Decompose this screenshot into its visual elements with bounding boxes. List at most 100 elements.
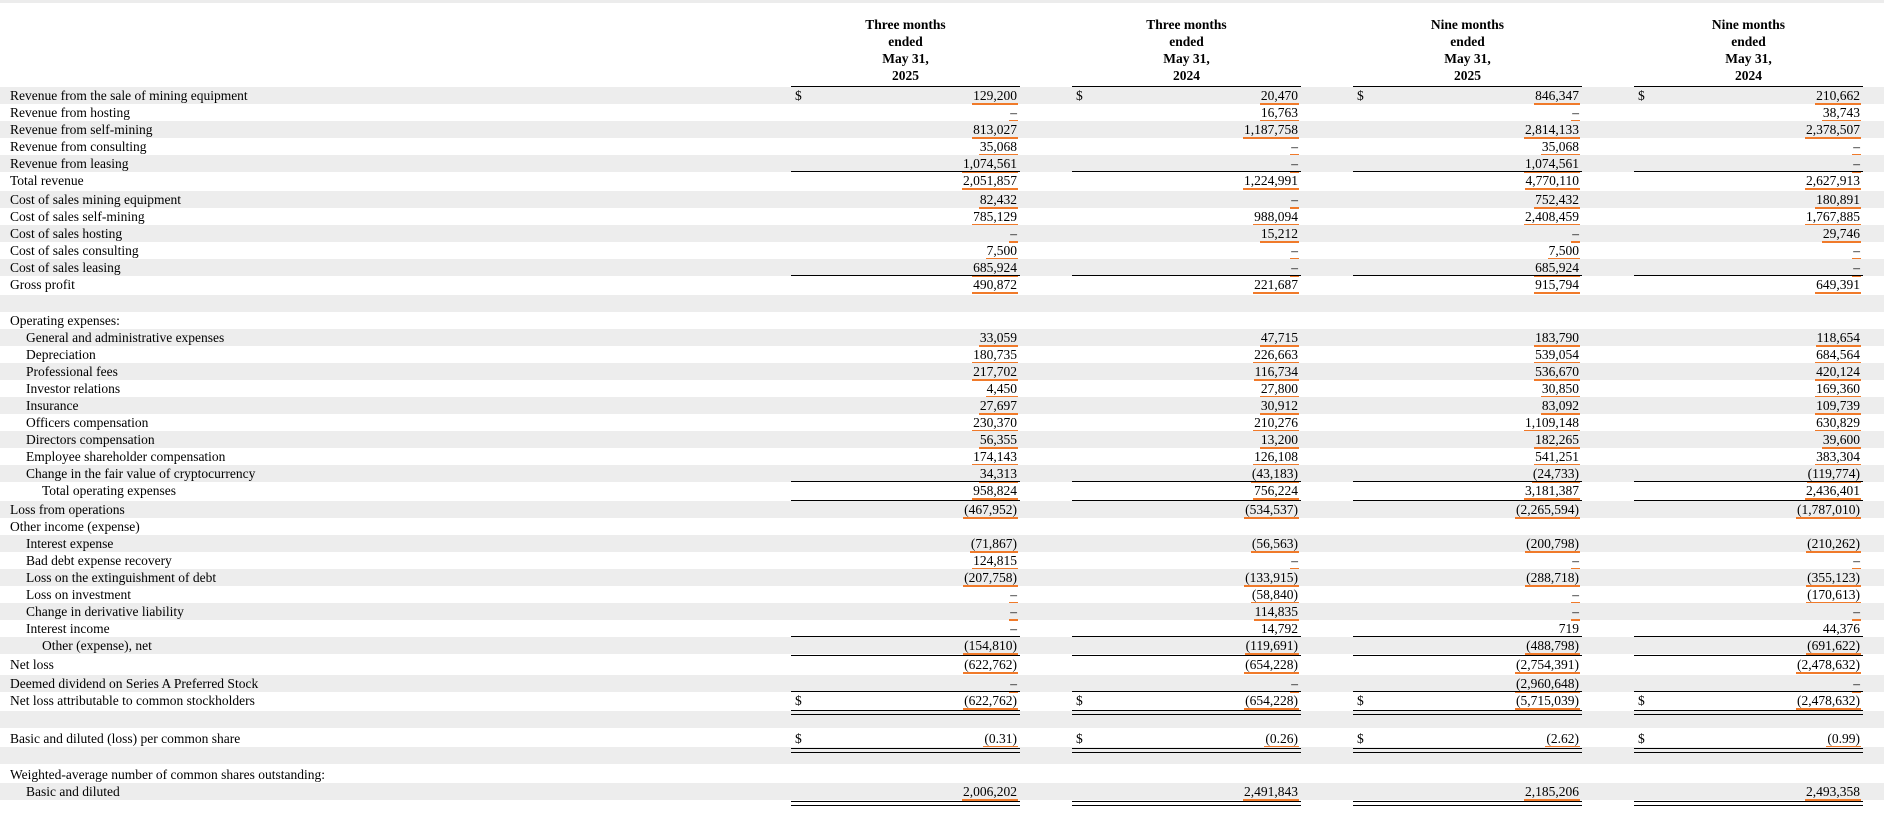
double-rule	[791, 710, 1020, 715]
value-cell: 1,187,758	[1074, 121, 1299, 139]
value-cell: (119,774)	[1636, 465, 1861, 483]
value-cell: 30,850	[1355, 380, 1580, 398]
value-text: 35,068	[978, 139, 1018, 156]
value-cell: 541,251	[1355, 448, 1580, 466]
value-cell: –	[1355, 603, 1580, 621]
single-rule	[791, 86, 1020, 87]
value-text: 684,564	[1815, 347, 1861, 364]
table-row: Deemed dividend on Series A Preferred St…	[0, 675, 1884, 693]
value-text: 785,129	[972, 209, 1018, 226]
value-cell: 2,051,857	[793, 172, 1018, 190]
value-text: 630,829	[1815, 415, 1861, 432]
value-text: 126,108	[1253, 449, 1299, 466]
value-cell: 915,794	[1355, 276, 1580, 294]
dollar-sign: $	[795, 693, 802, 708]
value-cell: 3,181,387	[1355, 482, 1580, 500]
row-label: Interest expense	[26, 536, 114, 551]
dollar-sign: $	[1638, 693, 1645, 708]
value-text: 210,276	[1253, 415, 1299, 432]
single-rule	[1072, 655, 1301, 656]
value-text: 541,251	[1534, 449, 1580, 466]
value-cell	[793, 295, 1018, 310]
value-cell	[793, 518, 1018, 533]
value-cell: 1,224,991	[1074, 172, 1299, 190]
value-text: 649,391	[1815, 277, 1861, 294]
row-label: Revenue from self-mining	[10, 122, 153, 137]
value-cell: (488,798)	[1355, 637, 1580, 655]
value-cell: –	[1355, 586, 1580, 604]
dollar-sign: $	[1076, 88, 1083, 103]
table-row: Depreciation 180,735 226,663 539,054 684,564	[0, 346, 1884, 364]
value-cell: 182,265	[1355, 431, 1580, 449]
value-text: –	[1290, 553, 1299, 570]
table-row: Basic and diluted (loss) per common shar…	[0, 730, 1884, 748]
value-text: 958,824	[972, 483, 1018, 500]
row-label: Weighted-average number of common shares…	[10, 767, 325, 782]
value-text: (288,718)	[1525, 570, 1580, 587]
value-cell: (0.31)	[793, 730, 1018, 748]
single-rule	[1634, 171, 1863, 172]
single-rule	[1353, 500, 1582, 501]
table-row: Change in the fair value of cryptocurren…	[0, 465, 1884, 483]
table-row	[0, 747, 1884, 764]
table-row: Investor relations 4,450 27,800 30,850 169,3…	[0, 380, 1884, 398]
value-cell: 2,627,913	[1636, 172, 1861, 190]
value-text: 182,265	[1534, 432, 1580, 449]
value-text: 169,360	[1815, 381, 1861, 398]
value-cell: –	[793, 225, 1018, 243]
single-rule	[1634, 500, 1863, 501]
value-cell: 1,767,885	[1636, 208, 1861, 226]
value-cell: 30,912	[1074, 397, 1299, 415]
value-text: 3,181,387	[1524, 483, 1580, 500]
single-rule	[1634, 636, 1863, 637]
single-rule	[1353, 691, 1582, 692]
row-label: Basic and diluted (loss) per common shar…	[10, 731, 241, 746]
value-cell	[1074, 295, 1299, 310]
value-cell: 34,313	[793, 465, 1018, 483]
value-text: 383,304	[1815, 449, 1861, 466]
value-cell: (654,228)	[1074, 692, 1299, 710]
value-cell: 226,663	[1074, 346, 1299, 364]
table-row: Directors compensation 56,355 13,200 182,26…	[0, 431, 1884, 449]
value-text: (58,840)	[1250, 587, 1299, 604]
value-cell	[1636, 295, 1861, 310]
single-rule	[791, 691, 1020, 692]
column-header-line: Three months	[865, 17, 946, 32]
value-cell: 56,355	[793, 431, 1018, 449]
table-row: Cost of sales hosting – 15,212 – 29,746	[0, 225, 1884, 243]
single-rule	[791, 275, 1020, 276]
row-label: Loss from operations	[10, 502, 125, 517]
value-text: (0.99)	[1826, 731, 1861, 748]
row-label: Loss on the extinguishment of debt	[26, 570, 217, 585]
value-cell	[1355, 766, 1580, 781]
value-cell	[793, 312, 1018, 327]
value-cell: (133,915)	[1074, 569, 1299, 587]
value-cell: 988,094	[1074, 208, 1299, 226]
value-cell: 16,763	[1074, 104, 1299, 122]
value-text: –	[1571, 105, 1580, 122]
value-text: 2,006,202	[962, 784, 1018, 801]
table-row: Revenue from the sale of mining equipmen…	[0, 87, 1884, 105]
value-cell: 2,006,202	[793, 783, 1018, 801]
value-text: 230,370	[972, 415, 1018, 432]
value-text: 915,794	[1534, 277, 1580, 294]
value-cell: 685,924	[1355, 259, 1580, 277]
row-label: Interest income	[26, 621, 110, 636]
value-cell: (2.62)	[1355, 730, 1580, 748]
value-text: 30,850	[1540, 381, 1580, 398]
row-label: Cost of sales consulting	[10, 243, 139, 258]
value-text: –	[1852, 553, 1861, 570]
column-header-line: Nine months	[1430, 17, 1505, 32]
value-cell: –	[1636, 603, 1861, 621]
row-label: Total revenue	[10, 173, 84, 188]
value-text: 14,792	[1259, 621, 1299, 638]
value-cell: (43,183)	[1074, 465, 1299, 483]
value-cell: 174,143	[793, 448, 1018, 466]
single-rule	[1072, 86, 1301, 87]
value-cell: –	[1636, 138, 1861, 156]
value-cell: –	[793, 675, 1018, 693]
value-cell: 124,815	[793, 552, 1018, 570]
row-label: Cost of sales hosting	[10, 226, 123, 241]
value-text: (71,867)	[969, 536, 1018, 553]
